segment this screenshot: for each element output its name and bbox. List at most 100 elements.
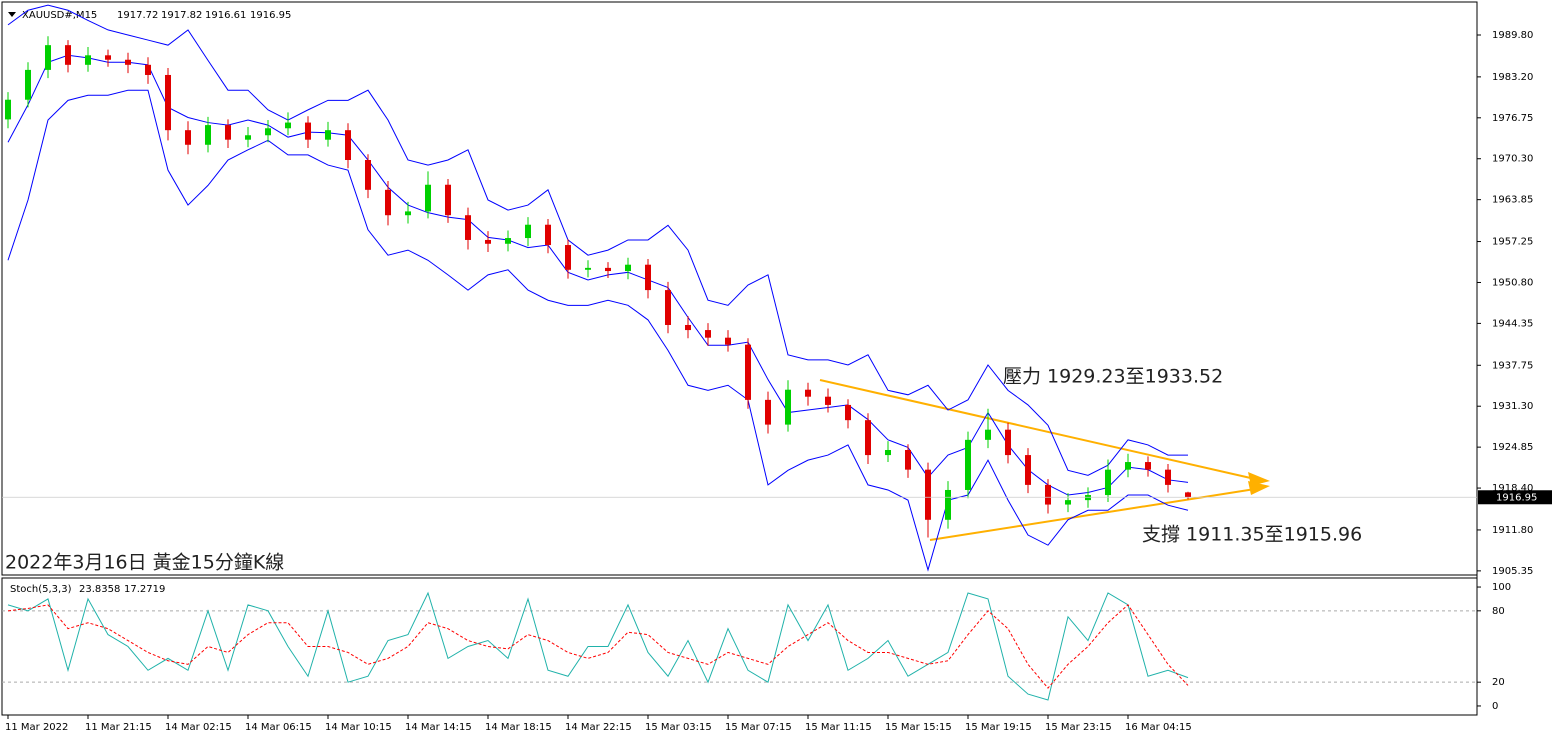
stoch-line — [7, 604, 1189, 689]
candle-body — [205, 125, 211, 145]
x-tick-label: 15 Mar 07:15 — [725, 722, 792, 733]
candle-body — [485, 239, 491, 244]
candle-body — [545, 224, 551, 246]
candle-body — [245, 135, 251, 140]
header-close: 1916.95 — [250, 10, 291, 21]
candle-body — [645, 264, 651, 291]
header-high: 1917.82 — [161, 10, 202, 21]
y-tick-label: 1944.35 — [1492, 318, 1533, 329]
x-tick-label: 14 Mar 06:15 — [245, 722, 312, 733]
y-tick-label: 1976.75 — [1492, 113, 1533, 124]
stoch-main-value: 23.8358 — [79, 584, 120, 595]
chart-caption: 2022年3月16日 黃金15分鐘K線 — [5, 552, 284, 574]
candle-body — [425, 184, 431, 212]
y-tick-label: 1963.85 — [1492, 195, 1533, 206]
y-tick-label: 1950.80 — [1492, 277, 1533, 288]
candle-body — [965, 439, 971, 490]
stoch-panel-frame — [1, 577, 1478, 716]
bollinger-band — [7, 54, 1189, 496]
candle-body — [505, 238, 511, 244]
y-tick-label: 1931.30 — [1492, 401, 1533, 412]
candle-body — [1185, 492, 1191, 498]
candle-body — [85, 55, 91, 65]
x-tick-label: 15 Mar 15:15 — [885, 722, 952, 733]
bollinger-band — [7, 89, 1189, 572]
y-tick-label: 1970.30 — [1492, 154, 1533, 165]
candle-body — [5, 99, 11, 120]
candle-body — [445, 184, 451, 216]
candle-body — [905, 449, 911, 470]
candle-body — [525, 224, 531, 239]
candle-body — [1025, 455, 1031, 485]
y-tick-label: 100 — [1492, 582, 1511, 593]
candle-body — [325, 130, 331, 140]
y-tick-label: 0 — [1492, 701, 1498, 712]
candle-body — [225, 125, 231, 140]
candle-body — [945, 489, 951, 520]
x-tick-label: 14 Mar 02:15 — [165, 722, 232, 733]
x-tick-label: 14 Mar 14:15 — [405, 722, 472, 733]
x-tick-label: 15 Mar 03:15 — [645, 722, 712, 733]
candle-body — [385, 189, 391, 216]
candle-body — [985, 429, 991, 440]
x-tick-label: 14 Mar 18:15 — [485, 722, 552, 733]
header-low: 1916.61 — [205, 10, 246, 21]
candle-body — [25, 69, 31, 100]
candle-body — [865, 420, 871, 456]
candle-body — [765, 399, 771, 425]
current-price-box — [1478, 490, 1552, 505]
candle-body — [605, 267, 611, 272]
candle-body — [365, 160, 371, 190]
resistance-annotation: 壓力 1929.23至1933.52 — [1003, 366, 1223, 388]
stoch-title: Stoch(5,3,3) — [10, 584, 72, 595]
candle-body — [1045, 484, 1051, 505]
candle-body — [45, 45, 51, 70]
header-open: 1917.72 — [117, 10, 158, 21]
symbol-label: XAUUSD#,M15 — [22, 10, 97, 21]
candle-body — [165, 74, 171, 131]
x-tick-label: 16 Mar 04:15 — [1125, 722, 1192, 733]
stoch-line — [7, 591, 1189, 701]
candle-body — [685, 324, 691, 331]
candle-body — [925, 469, 931, 520]
candle-body — [105, 55, 111, 60]
y-tick-label: 1905.35 — [1492, 566, 1533, 577]
x-tick-label: 11 Mar 2022 — [5, 722, 68, 733]
candle-body — [885, 449, 891, 456]
candle-body — [1065, 500, 1071, 505]
candle-body — [345, 130, 351, 161]
y-tick-label: 1989.80 — [1492, 30, 1533, 41]
y-tick-label: 1918.40 — [1492, 483, 1533, 494]
candle-body — [465, 215, 471, 240]
candle-body — [1005, 429, 1011, 456]
collapse-icon — [8, 12, 16, 17]
x-tick-label: 15 Mar 11:15 — [805, 722, 872, 733]
y-tick-label: 1957.25 — [1492, 237, 1533, 248]
candle-body — [1165, 469, 1171, 485]
y-tick-label: 1924.85 — [1492, 442, 1533, 453]
x-tick-label: 11 Mar 21:15 — [85, 722, 152, 733]
candle-body — [825, 396, 831, 405]
bollinger-band — [7, 4, 1188, 476]
candle-body — [65, 45, 71, 65]
candle-body — [845, 404, 851, 421]
x-tick-label: 14 Mar 22:15 — [565, 722, 632, 733]
y-tick-label: 1983.20 — [1492, 72, 1533, 83]
candle-body — [1105, 469, 1111, 496]
x-tick-label: 15 Mar 23:15 — [1045, 722, 1112, 733]
arrow-head — [1248, 481, 1270, 495]
candle-body — [405, 211, 411, 216]
candle-body — [125, 59, 131, 65]
candle-body — [785, 389, 791, 425]
candle-body — [725, 337, 731, 345]
y-tick-label: 20 — [1492, 677, 1505, 688]
resistance-line — [819, 379, 1256, 480]
candle-body — [665, 290, 671, 325]
current-price-label: 1916.95 — [1496, 492, 1537, 503]
candle-body — [625, 264, 631, 272]
y-tick-label: 80 — [1492, 606, 1505, 617]
candle-body — [1125, 462, 1131, 470]
x-tick-label: 14 Mar 10:15 — [325, 722, 392, 733]
